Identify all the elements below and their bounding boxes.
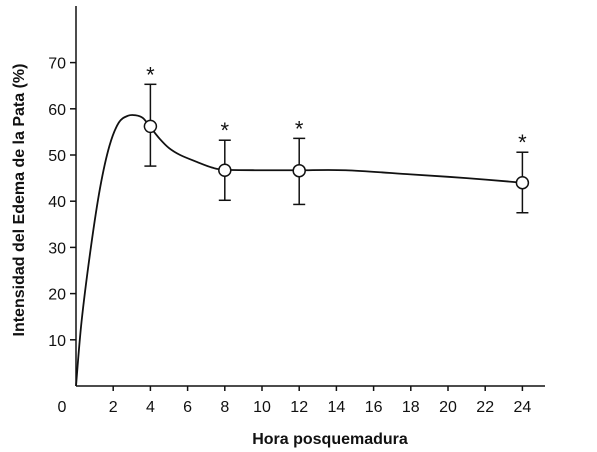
y-tick-label: 20 xyxy=(48,287,66,304)
significance-label: * xyxy=(146,62,155,87)
y-tick-label: 30 xyxy=(48,240,66,257)
significance-label: * xyxy=(221,118,230,143)
x-tick-label: 20 xyxy=(439,399,457,416)
y-tick-label: 10 xyxy=(48,333,66,350)
y-tick-label: 50 xyxy=(48,148,66,165)
data-point xyxy=(515,175,530,190)
x-tick-label: 24 xyxy=(514,399,532,416)
y-tick-label: 60 xyxy=(48,102,66,119)
x-tick-label: 2 xyxy=(109,399,118,416)
data-point xyxy=(143,119,158,134)
x-tick-label: 8 xyxy=(220,399,229,416)
series-line xyxy=(75,113,523,387)
y-ticks: 10 20 30 40 50 60 70 xyxy=(48,56,76,350)
x-tick-label: 10 xyxy=(253,399,271,416)
data-point xyxy=(218,163,232,177)
x-tick-label: 18 xyxy=(402,399,420,416)
significance-label: * xyxy=(518,130,527,155)
series-group: * * * * xyxy=(75,62,530,387)
y-axis-title: Intensidad del Edema de la Pata (%) xyxy=(11,64,28,337)
x-tick-label: 12 xyxy=(290,399,308,416)
x-tick-label: 14 xyxy=(328,399,346,416)
data-point xyxy=(292,163,306,178)
x-axis-title: Hora posquemadura xyxy=(252,431,408,448)
y-tick-label: 40 xyxy=(48,194,66,211)
x-tick-label: 4 xyxy=(146,399,155,416)
x-tick-label: 6 xyxy=(183,399,192,416)
x-tick-label: 16 xyxy=(365,399,383,416)
x-tick-label: 22 xyxy=(476,399,494,416)
y-tick-label: 70 xyxy=(48,56,66,73)
x-tick-label: 0 xyxy=(58,399,67,416)
significance-label: * xyxy=(295,116,304,141)
x-ticks: 0 2 4 6 8 10 12 14 16 18 20 22 24 xyxy=(58,386,532,416)
